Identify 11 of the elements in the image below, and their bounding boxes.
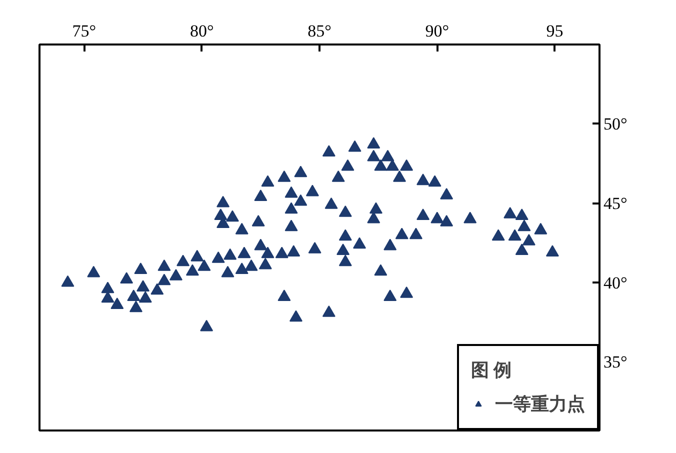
legend-title: 图 例 (471, 359, 512, 382)
y-tick-label: 35° (604, 352, 628, 372)
x-tick-label: 85° (308, 22, 332, 40)
legend-label: 一等重力点 (495, 393, 585, 416)
x-tick-label: 80° (190, 22, 214, 40)
x-tick-label: 95 (546, 22, 564, 40)
x-tick-label: 75° (72, 22, 96, 40)
x-tick-label: 90° (425, 22, 450, 40)
y-tick-label: 50° (604, 114, 628, 134)
y-tick-label: 45° (604, 194, 628, 213)
y-tick-label: 40° (604, 273, 628, 292)
